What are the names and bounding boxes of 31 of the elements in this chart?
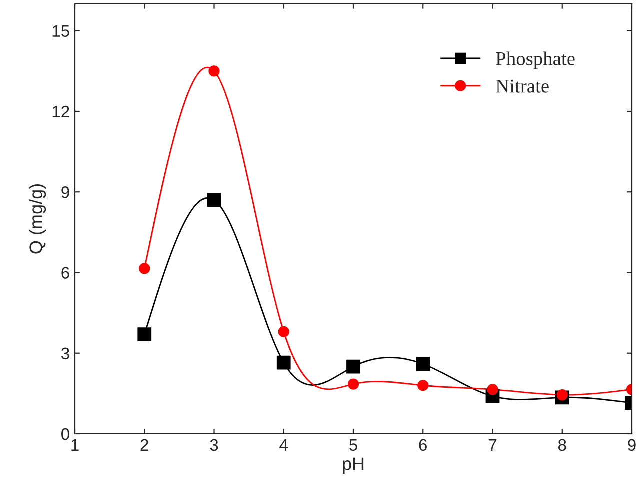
point (556, 389, 568, 401)
x-tick-label: 7 (488, 439, 497, 451)
x-tick-label: 4 (280, 439, 288, 451)
point (139, 263, 150, 274)
point (487, 384, 498, 396)
point (278, 326, 290, 338)
x-tick-label: 2 (140, 439, 148, 451)
x-tick-label: 6 (419, 439, 428, 452)
point (208, 66, 220, 77)
x-tick-label: 8 (558, 439, 566, 452)
x-tick-label: 5 (350, 439, 358, 452)
point (207, 193, 222, 208)
point (138, 328, 152, 342)
point (346, 360, 360, 374)
y-tick-label: 9 (62, 186, 70, 198)
y-tick-label: 0 (62, 428, 70, 440)
y-tick-label: 12 (52, 106, 70, 118)
y-tick-label: 3 (62, 348, 70, 360)
x-tick-label: 3 (210, 439, 218, 452)
y-axis-title: Q (mg/g) (29, 184, 46, 254)
x-tick-label: 9 (628, 439, 636, 452)
y-tick-label: 15 (52, 25, 70, 38)
y-tick-label: 6 (62, 267, 70, 279)
x-axis-title: pH (343, 458, 364, 474)
point (276, 356, 291, 370)
point (348, 378, 360, 390)
x-tick-label: 1 (72, 439, 79, 451)
legend-label: Phosphate (496, 52, 575, 70)
point (418, 380, 429, 392)
legend-label: Nitrate (496, 80, 549, 93)
point (416, 357, 430, 372)
